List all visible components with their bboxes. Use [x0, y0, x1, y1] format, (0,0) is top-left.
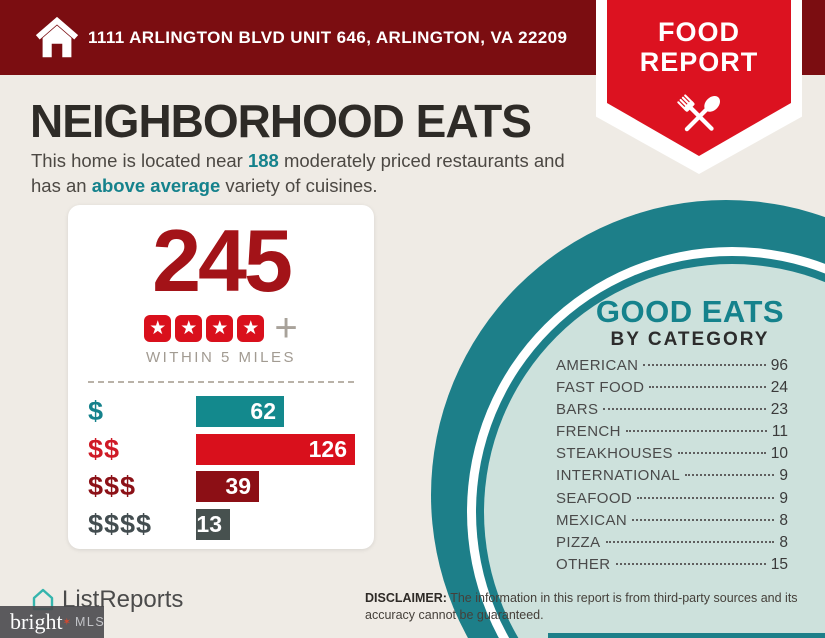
bar-value: 126 [308, 435, 347, 462]
category-row: FRENCH 11 [556, 423, 788, 445]
property-address: 1111 ARLINGTON BLVD UNIT 646, ARLINGTON,… [88, 27, 568, 47]
bar-value: 13 [196, 510, 222, 537]
bar-value: 62 [250, 398, 276, 425]
star-icon: ★ [237, 315, 265, 343]
summary-card: 245 ★ ★ ★ ★ + WITHIN 5 MILES $62 $$ 126 $$$ 39 $… [68, 205, 374, 549]
price-tier-label: $$ [88, 433, 121, 464]
good-eats-title: GOOD EATS [595, 294, 785, 329]
dotted-leader [603, 408, 766, 411]
category-row: MEXICAN 8 [556, 512, 788, 534]
subtitle-text-2: moderately priced restaurants and has an [31, 150, 565, 197]
stars-row: ★ ★ ★ ★ + [68, 306, 374, 351]
ribbon-line1: FOOD [658, 17, 740, 47]
disclaimer-label: DISCLAIMER: [365, 591, 447, 605]
ribbon-title: FOOD REPORT [596, 17, 802, 77]
page-subtitle: This home is located near 188 moderately… [31, 148, 596, 198]
category-value: 96 [770, 357, 788, 374]
star-icon: ★ [144, 315, 172, 343]
disclaimer: DISCLAIMER: The information in this repo… [365, 590, 813, 623]
category-label: AMERICAN [556, 357, 639, 374]
category-row: BARS 23 [556, 401, 788, 423]
brightmls-watermark: bright ✶ MLS [0, 606, 104, 638]
dotted-leader [649, 386, 766, 389]
bottom-teal-strip [548, 633, 825, 638]
brightmls-suffix: MLS [74, 615, 106, 629]
dotted-leader [605, 540, 775, 543]
star-icon: ★ [175, 315, 203, 343]
price-tier-label: $ [88, 396, 105, 427]
dotted-leader [625, 430, 767, 433]
category-row: STEAKHOUSES 10 [556, 445, 788, 467]
bar: 126 [196, 433, 355, 465]
bar-row: $$ 126 [88, 433, 356, 465]
category-label: FAST FOOD [556, 379, 645, 397]
dotted-leader [685, 474, 775, 477]
category-label: INTERNATIONAL [556, 467, 681, 485]
brightmls-brand: bright [10, 609, 63, 634]
category-value: 9 [779, 489, 788, 507]
price-tier-bar-chart: $62 $$ 126 $$$ 39 $$$$ 13 [68, 396, 374, 540]
category-row: PIZZA 8 [556, 534, 788, 556]
category-row: SEAFOOD 9 [556, 490, 788, 512]
category-label: FRENCH [556, 423, 621, 441]
category-label: STEAKHOUSES [556, 445, 673, 463]
subtitle-text-1: This home is located near [31, 150, 248, 171]
dotted-leader [632, 518, 775, 521]
category-value: 10 [770, 445, 788, 463]
category-row: AMERICAN 96 [556, 357, 788, 379]
dotted-leader [637, 496, 775, 499]
price-tier-label: $$$$ [88, 508, 153, 539]
dotted-leader [677, 452, 766, 455]
dotted-leader [615, 562, 766, 565]
crossed-spoon-fork-icon [677, 94, 721, 132]
category-label: OTHER [556, 555, 611, 573]
restaurant-count-highlight: 188 [247, 150, 279, 171]
ribbon-line2: REPORT [639, 47, 759, 78]
star-icon: ★ [206, 315, 234, 343]
subtitle-text-3: variety of cuisines. [220, 175, 378, 197]
category-list: AMERICAN 96 FAST FOOD 24 BARS 23 FRENCH 11 STEAK… [556, 357, 788, 578]
bar-row: $62 [88, 396, 356, 428]
bar-value: 39 [225, 473, 251, 500]
category-label: MEXICAN [556, 511, 628, 529]
plus-sign: + [274, 306, 298, 351]
bar-row: $$$$ 13 [88, 508, 356, 540]
category-label: PIZZA [556, 533, 601, 551]
variety-highlight: above average [91, 175, 221, 197]
by-category-subtitle: BY CATEGORY [610, 329, 770, 350]
category-row: OTHER 15 [556, 556, 788, 578]
bar-row: $$$ 39 [88, 471, 356, 503]
category-value: 15 [770, 555, 788, 573]
category-value: 8 [779, 533, 788, 551]
category-row: INTERNATIONAL 9 [556, 467, 788, 489]
category-label: SEAFOOD [556, 489, 633, 507]
brightmls-star-icon: ✶ [62, 616, 71, 628]
category-value: 23 [770, 401, 788, 419]
bar: 13 [196, 508, 230, 540]
bar: 62 [196, 396, 284, 428]
total-restaurants: 245 [152, 211, 293, 310]
food-report-ribbon: FOOD REPORT [596, 0, 802, 174]
category-label: BARS [556, 401, 599, 419]
category-value: 8 [779, 511, 788, 529]
dashed-divider [88, 381, 354, 384]
dotted-leader [643, 364, 766, 366]
disclaimer-text: The information in this report is from t… [365, 591, 798, 622]
category-row: FAST FOOD 24 [556, 379, 788, 401]
category-value: 24 [770, 379, 788, 397]
page-title: NEIGHBORHOOD EATS [30, 95, 532, 147]
category-value: 11 [771, 423, 788, 441]
category-value: 9 [779, 467, 788, 485]
bar: 39 [196, 471, 259, 503]
star-rating: ★ ★ ★ ★ [144, 315, 265, 343]
radius-label: WITHIN 5 MILES [145, 349, 296, 367]
home-icon [35, 16, 79, 58]
price-tier-label: $$$ [88, 471, 137, 502]
